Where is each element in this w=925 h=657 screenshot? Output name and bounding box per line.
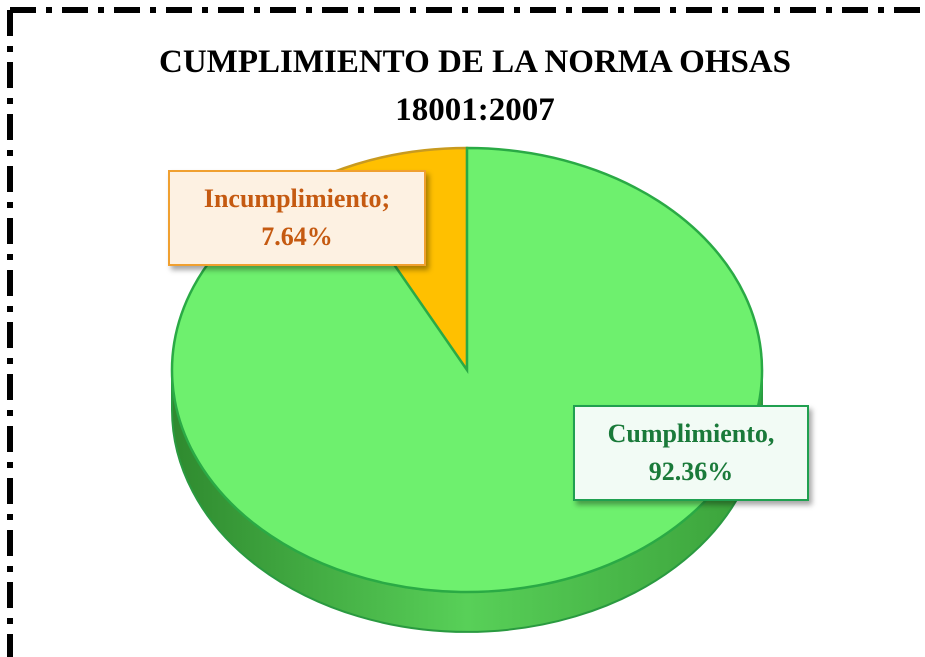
data-label: Cumplimiento, 92.36% — [573, 405, 809, 501]
chart-title: CUMPLIMIENTO DE LA NORMA OHSAS 18001:200… — [159, 44, 791, 128]
data-label: Incumplimiento; 7.64% — [168, 170, 426, 266]
